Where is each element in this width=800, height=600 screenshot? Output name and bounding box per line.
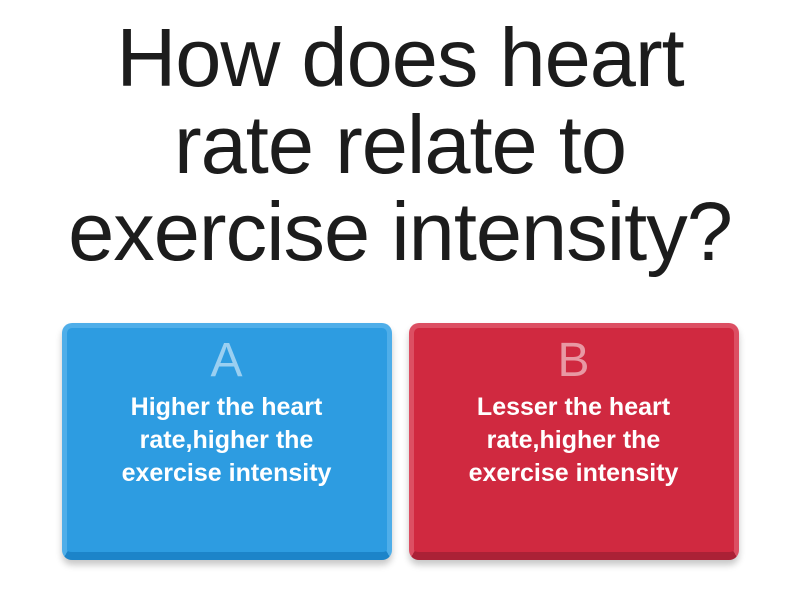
question-title: How does heart rate relate to exercise i… [68, 11, 733, 278]
quiz-screen: How does heart rate relate to exercise i… [0, 14, 800, 600]
answer-text-b: Lesser the heart rate,higher the exercis… [468, 393, 679, 487]
answer-text-a: Higher the heart rate,higher the exercis… [121, 393, 332, 487]
answers-row: A Higher the heart rate,higher the exerc… [0, 323, 800, 560]
answer-card-a[interactable]: A Higher the heart rate,higher the exerc… [61, 323, 392, 560]
answer-letter-b: B [557, 334, 590, 387]
answer-letter-a: A [210, 334, 243, 387]
answer-card-b[interactable]: B Lesser the heart rate,higher the exerc… [408, 323, 739, 560]
